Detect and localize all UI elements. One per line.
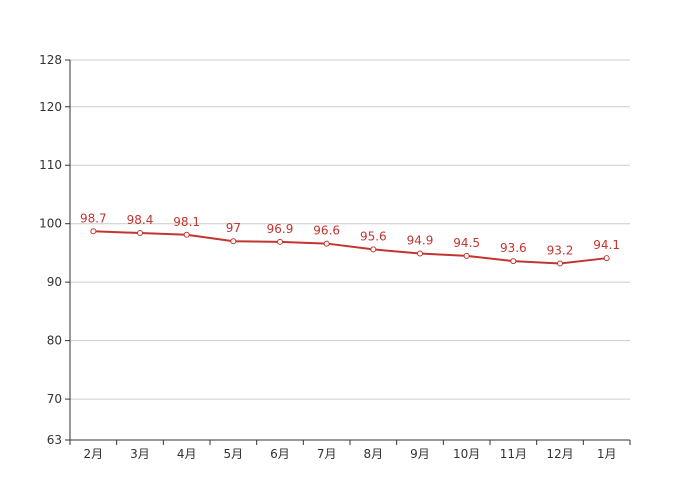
data-labels: 98.7 98.4 98.1 97 96.9 96.6 95.6 94.9 94.5 93.6 93… bbox=[80, 211, 620, 257]
x-tick-label: 10月 bbox=[453, 447, 480, 461]
x-tick-label: 4月 bbox=[177, 447, 197, 461]
x-tick-label: 8月 bbox=[364, 447, 384, 461]
y-tick-label: 90 bbox=[47, 275, 62, 289]
y-tick-label: 120 bbox=[39, 100, 62, 114]
data-point bbox=[90, 228, 97, 235]
y-tick-label: 100 bbox=[39, 217, 62, 231]
data-point bbox=[463, 252, 470, 259]
data-label: 98.4 bbox=[127, 213, 154, 227]
data-label: 93.6 bbox=[500, 241, 527, 255]
data-label: 95.6 bbox=[360, 229, 387, 243]
series-layer bbox=[93, 230, 607, 265]
data-point bbox=[510, 258, 517, 265]
data-label: 94.5 bbox=[453, 236, 480, 250]
data-label: 96.6 bbox=[313, 224, 340, 238]
data-point bbox=[417, 250, 423, 257]
grid-layer bbox=[70, 59, 630, 400]
data-label: 96.9 bbox=[267, 222, 294, 236]
x-tick-label: 7月 bbox=[317, 447, 337, 461]
data-point bbox=[370, 246, 377, 253]
y-tick-label: 70 bbox=[47, 392, 62, 406]
data-label: 98.7 bbox=[80, 211, 107, 225]
x-tick-label: 5月 bbox=[224, 447, 244, 461]
x-tick-label: 12月 bbox=[546, 447, 573, 461]
data-label: 93.2 bbox=[547, 243, 574, 257]
data-label: 98.1 bbox=[173, 215, 200, 229]
y-tick-label: 63 bbox=[47, 433, 62, 447]
data-point bbox=[323, 240, 330, 247]
data-label: 97 bbox=[226, 221, 241, 235]
data-point bbox=[603, 255, 610, 262]
x-tick-label: 3月 bbox=[130, 447, 150, 461]
data-point bbox=[230, 238, 237, 245]
y-tick-label: 110 bbox=[39, 158, 62, 172]
data-point bbox=[277, 238, 283, 245]
data-label: 94.9 bbox=[407, 234, 434, 248]
y-tick-labels: 63 70 80 90 100 110 120 128 bbox=[39, 53, 70, 447]
x-tick-label: 6月 bbox=[270, 447, 290, 461]
data-label: 94.1 bbox=[593, 238, 620, 252]
data-point bbox=[183, 231, 190, 238]
data-point bbox=[557, 260, 563, 267]
y-tick-label: 128 bbox=[39, 53, 62, 67]
point-markers bbox=[90, 228, 610, 267]
x-tick-label: 11月 bbox=[500, 447, 527, 461]
data-point bbox=[137, 230, 143, 237]
x-tick-label: 1月 bbox=[597, 447, 617, 461]
x-tick-label: 9月 bbox=[410, 447, 430, 461]
x-tick-label: 2月 bbox=[84, 447, 104, 461]
x-tick-labels: 2月 3月 4月 5月 6月 7月 8月 9月 10月 11月 12月 1月 bbox=[69, 440, 631, 461]
y-tick-label: 80 bbox=[47, 334, 62, 348]
series-line bbox=[93, 230, 607, 265]
